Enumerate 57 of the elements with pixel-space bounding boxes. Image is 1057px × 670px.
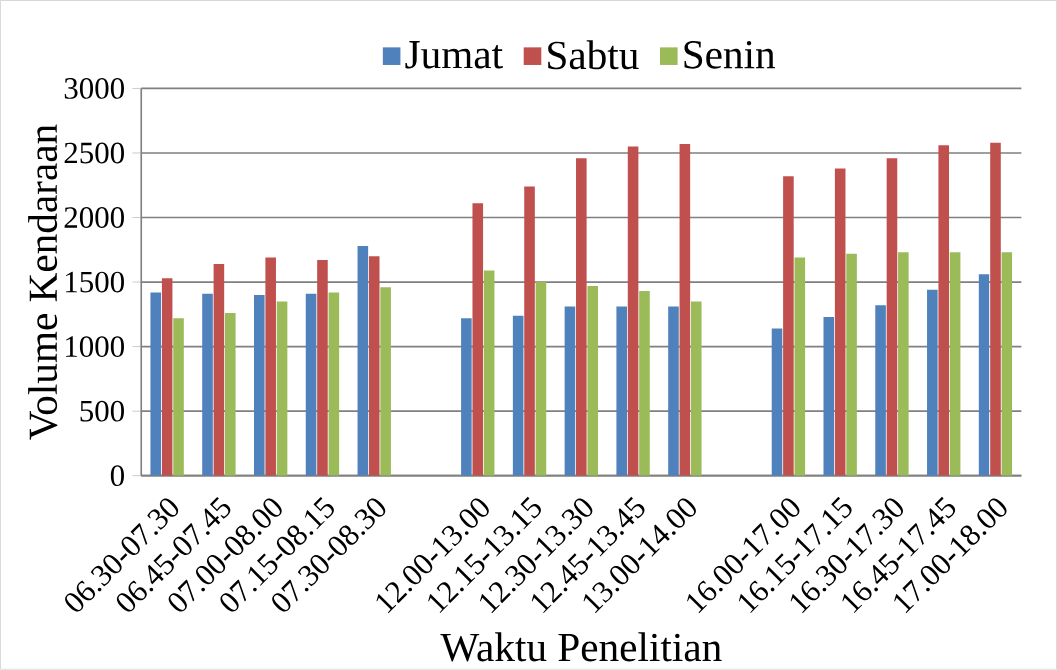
bar — [202, 293, 213, 476]
bar — [213, 264, 225, 476]
bar — [173, 318, 184, 476]
y-tick-label: 2500 — [64, 142, 124, 164]
bar — [639, 291, 650, 476]
bar — [253, 295, 265, 476]
bar — [783, 176, 794, 476]
bar — [512, 315, 524, 476]
bar — [616, 306, 627, 476]
bar — [627, 146, 639, 476]
bar — [576, 158, 587, 476]
bar — [834, 168, 846, 476]
x-axis-title: Waktu Penelitian — [440, 632, 722, 662]
legend-label: Jumat — [405, 41, 503, 69]
bar — [317, 260, 328, 476]
y-tick-label: 1000 — [66, 336, 124, 358]
y-tick-label: 2000 — [64, 207, 124, 229]
y-tick-label: 500 — [80, 400, 124, 422]
bar — [846, 253, 857, 476]
bar — [483, 270, 495, 476]
bar — [380, 287, 391, 476]
bar — [886, 158, 898, 476]
bar — [265, 257, 276, 476]
legend-label: Senin — [684, 41, 776, 69]
bar — [679, 144, 691, 476]
bar — [535, 282, 547, 476]
bar — [524, 186, 535, 476]
bar — [927, 289, 938, 476]
bar — [357, 246, 369, 476]
y-tick-label: 0 — [110, 465, 124, 487]
bar — [690, 301, 702, 476]
bar — [823, 317, 835, 476]
bar — [564, 306, 576, 476]
bar — [938, 145, 950, 476]
bar — [771, 328, 783, 476]
bar — [990, 142, 1001, 476]
y-axis-title: Volume Kendaraan — [28, 124, 58, 440]
bar — [150, 292, 162, 476]
bar — [461, 318, 472, 476]
bar — [668, 306, 679, 476]
bar — [472, 203, 484, 476]
bar — [276, 301, 288, 476]
bar — [978, 274, 990, 476]
bar — [794, 257, 806, 476]
bar — [161, 278, 173, 476]
bar — [587, 286, 598, 476]
bar — [949, 252, 961, 476]
bar — [368, 256, 380, 476]
legend-label: Sabtu — [548, 40, 639, 70]
y-tick-label: 3000 — [64, 78, 124, 99]
y-tick-label: 1500 — [66, 271, 124, 293]
bar — [898, 252, 909, 476]
bar — [305, 293, 317, 476]
bar — [328, 292, 340, 476]
bar — [875, 305, 886, 476]
bar — [225, 313, 236, 476]
bar — [1001, 252, 1013, 476]
